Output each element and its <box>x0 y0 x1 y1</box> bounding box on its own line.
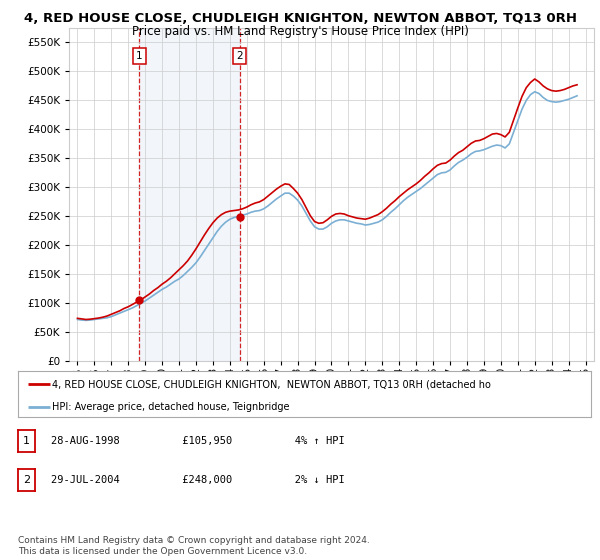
Text: Contains HM Land Registry data © Crown copyright and database right 2024.
This d: Contains HM Land Registry data © Crown c… <box>18 536 370 556</box>
Text: 29-JUL-2004          £248,000          2% ↓ HPI: 29-JUL-2004 £248,000 2% ↓ HPI <box>51 475 345 485</box>
Text: 1: 1 <box>136 52 143 62</box>
Text: 2: 2 <box>23 475 30 485</box>
Text: 2: 2 <box>236 52 243 62</box>
Bar <box>139 28 239 361</box>
Text: Price paid vs. HM Land Registry's House Price Index (HPI): Price paid vs. HM Land Registry's House … <box>131 25 469 38</box>
Text: 28-AUG-1998          £105,950          4% ↑ HPI: 28-AUG-1998 £105,950 4% ↑ HPI <box>51 436 345 446</box>
Text: HPI: Average price, detached house, Teignbridge: HPI: Average price, detached house, Teig… <box>52 402 290 412</box>
Text: 4, RED HOUSE CLOSE, CHUDLEIGH KNIGHTON,  NEWTON ABBOT, TQ13 0RH (detached ho: 4, RED HOUSE CLOSE, CHUDLEIGH KNIGHTON, … <box>52 379 491 389</box>
Text: 4, RED HOUSE CLOSE, CHUDLEIGH KNIGHTON, NEWTON ABBOT, TQ13 0RH: 4, RED HOUSE CLOSE, CHUDLEIGH KNIGHTON, … <box>23 12 577 25</box>
Text: 1: 1 <box>23 436 30 446</box>
